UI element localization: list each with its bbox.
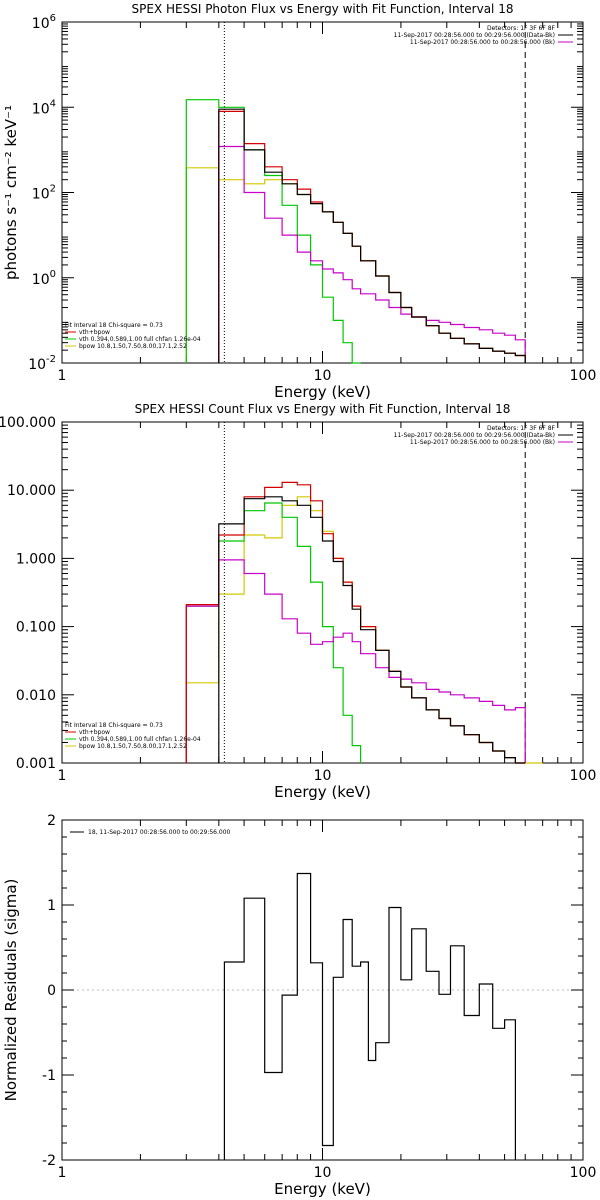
x-tick-label: 10 [314, 368, 332, 384]
legend-bottom-entry: Fit Interval 18 Chi-square = 0.73 [65, 322, 163, 329]
x-tick-label: 1 [58, 368, 67, 384]
series-bk [185, 559, 526, 763]
series-data-bk [218, 496, 526, 764]
legend-residual-entry: 18, 11-Sep-2017 00:28:56.000 to 00:29:56… [88, 829, 231, 836]
legend-top-entry: 11-Sep-2017 00:28:56.000 to 00:28:56.000… [410, 39, 555, 46]
y-tick-label: 2 [47, 813, 56, 829]
legend-bottom-entry: bpow 10.8,1.50,7.50,8.00,17.1,2.52 [79, 743, 187, 750]
series-bpow [185, 167, 526, 363]
legend-bottom-entry: vth+bpow [79, 729, 110, 736]
x-axis-label: Energy (keV) [274, 1180, 371, 1198]
y-tick-label: 100.000 [0, 415, 56, 431]
y-tick-exponent: 0 [50, 269, 56, 280]
y-tick-exponent: 2 [50, 184, 56, 195]
series-vth [185, 502, 362, 763]
series-bk [218, 145, 526, 363]
panel-3: 1 10 100 Energy (keV) -2 -1 0 1 2 Normalized Resi… [2, 813, 596, 1198]
y-tick-label: 106 [32, 13, 56, 32]
series-18-11-sep-2017-00-28-56-000-to-00-29-56-000 [223, 872, 516, 1160]
plot-frame [61, 21, 584, 364]
y-tick-label: -2 [42, 1153, 56, 1169]
x-axis-label: Energy (keV) [274, 383, 371, 401]
series-vth [185, 99, 361, 364]
legend-bottom-entry: vth 0.394,0.589,1.00 full chfan 1.26e-04 [79, 336, 201, 343]
x-tick-label: 100 [570, 768, 597, 784]
y-tick-label: 104 [32, 98, 56, 117]
y-tick-label: 1.000 [16, 551, 56, 567]
legend-top-entry: Detectors: 1F 3F 6F 8F [487, 25, 556, 32]
legend-top-entry: 11-Sep-2017 00:28:56.000 to 00:29:56.000… [394, 32, 555, 39]
y-tick-label: 0.001 [16, 756, 56, 772]
legend-bottom-entry: vth+bpow [79, 329, 110, 336]
y-tick-label: 0.010 [16, 688, 56, 704]
panel-1: SPEX HESSI Photon Flux vs Energy with Fi… [2, 2, 596, 401]
legend-bottom-entry: vth 0.394,0.589,1.00 full chfan 1.26e-04 [79, 736, 201, 743]
y-tick-label: 102 [32, 184, 56, 203]
y-axis-label: photons s⁻¹ cm⁻² keV⁻¹ [2, 105, 20, 280]
series-data-bk [218, 108, 526, 363]
y-tick-label: 0 [47, 983, 56, 999]
series-group [185, 481, 543, 764]
x-tick-label: 1 [58, 1165, 67, 1181]
x-tick-label: 100 [570, 1165, 597, 1181]
chart-title: SPEX HESSI Count Flux vs Energy with Fit… [135, 402, 511, 416]
y-tick-label: 1 [47, 898, 56, 914]
legend-top-entry: 11-Sep-2017 00:28:56.000 to 00:28:56.000… [410, 439, 555, 446]
series-group [185, 99, 526, 364]
x-tick-label: 1 [58, 768, 67, 784]
y-tick-base: 10 [28, 357, 46, 373]
x-tick-label: 100 [570, 368, 597, 384]
x-tick-label: 10 [314, 768, 332, 784]
chart-title: SPEX HESSI Photon Flux vs Energy with Fi… [132, 2, 514, 16]
x-tick-label: 10 [314, 1165, 332, 1181]
y-tick-base: 10 [32, 16, 50, 32]
y-tick-label: 100 [32, 269, 56, 288]
y-tick-base: 10 [32, 272, 50, 288]
legend-top-entry: 11-Sep-2017 00:28:56.000 to 00:29:56.000… [394, 432, 555, 439]
y-tick-exponent: -2 [46, 354, 56, 365]
legend-top-entry: Detectors: 1F 3F 6F 8F [487, 425, 556, 432]
y-tick-label: -1 [42, 1068, 56, 1084]
y-tick-base: 10 [32, 187, 50, 203]
y-tick-exponent: 4 [50, 98, 56, 109]
y-tick-base: 10 [32, 101, 50, 117]
x-axis-label: Energy (keV) [274, 783, 371, 801]
series-group [223, 872, 516, 1160]
y-tick-label: 10-2 [28, 354, 56, 373]
panel-2: SPEX HESSI Count Flux vs Energy with Fit… [0, 402, 596, 801]
y-tick-label: 10.000 [7, 483, 56, 499]
legend-bottom-entry: Fit Interval 18 Chi-square = 0.73 [65, 722, 163, 729]
series-vth-bpow [218, 110, 526, 363]
legend-bottom-entry: bpow 10.8,1.50,7.50,8.00,17.1,2.52 [79, 343, 187, 350]
y-tick-exponent: 6 [50, 13, 56, 24]
y-axis-label: Normalized Residuals (sigma) [2, 879, 20, 1102]
y-tick-label: 0.100 [16, 620, 56, 636]
